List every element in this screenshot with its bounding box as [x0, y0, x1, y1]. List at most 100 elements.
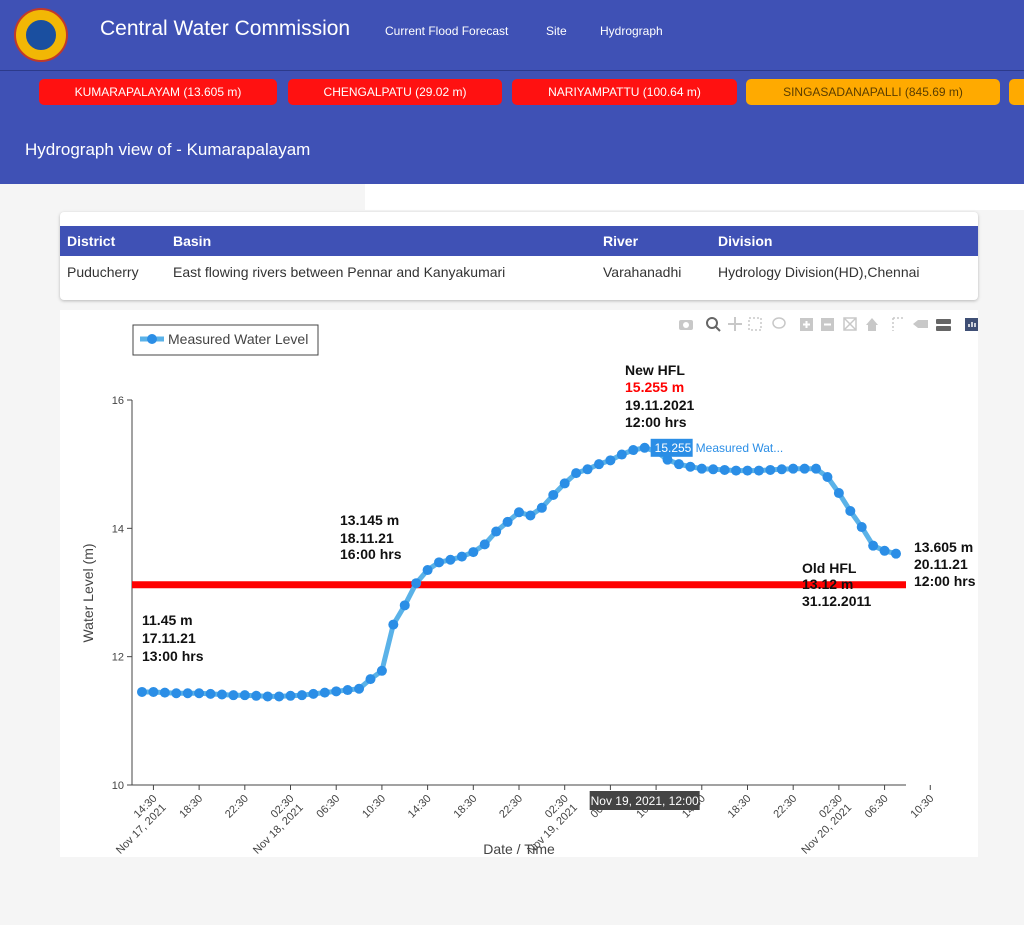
data-point [434, 557, 445, 568]
legend-marker-swatch [147, 334, 157, 344]
camera-icon[interactable] [679, 320, 693, 330]
data-point [891, 548, 901, 559]
legend-series-name: Measured Water Level [168, 331, 308, 347]
x-tick-time: 10:30 [360, 793, 388, 821]
data-point [731, 465, 742, 476]
lasso-icon[interactable] [772, 317, 786, 329]
page-header: Hydrograph view of - Kumarapalayam [0, 112, 1024, 184]
svg-text:Nov 19, 2021, 12:00: Nov 19, 2021, 12:00 [591, 794, 699, 808]
annotation-end: 13.605 m 20.11.21 12:00 hrs [914, 539, 976, 589]
annotation-start: 11.45 m 17.11.21 13:00 hrs [142, 612, 204, 664]
data-point [239, 690, 250, 701]
annotation-old-hfl: Old HFL 13.12 m 31.12.2011 [802, 560, 872, 609]
hover-closest-icon[interactable] [913, 320, 928, 328]
data-point [456, 551, 467, 562]
chart-modebar [679, 317, 978, 332]
autoscale-icon[interactable] [843, 317, 857, 331]
data-point [308, 688, 319, 699]
data-point [205, 688, 216, 699]
x-tick-label: 22:30 [771, 793, 799, 821]
svg-text:31.12.2011: 31.12.2011 [802, 593, 872, 609]
spike-lines-icon[interactable] [892, 317, 904, 331]
data-point [662, 454, 673, 465]
station-chip-kumarapalayam[interactable]: KUMARAPALAYAM (13.605 m) [39, 79, 277, 105]
data-point [628, 445, 639, 456]
data-point [833, 488, 844, 499]
x-tick-time: 22:30 [497, 793, 525, 821]
cell-basin: East flowing rivers between Pennar and K… [173, 264, 506, 280]
y-tick-label: 14 [112, 523, 124, 535]
svg-text:15.255: 15.255 [655, 441, 692, 455]
data-point [262, 691, 273, 702]
pan-icon[interactable] [728, 317, 742, 331]
svg-text:15.255 m: 15.255 m [625, 379, 684, 395]
data-point [673, 459, 684, 470]
data-point [376, 665, 387, 676]
series-markers[interactable] [137, 442, 901, 702]
x-tick-label: 22:30 [497, 793, 525, 821]
cell-river: Varahanadhi [603, 264, 682, 280]
zoom-icon[interactable] [706, 317, 721, 332]
y-tick-label: 10 [112, 780, 124, 792]
data-point [422, 565, 433, 576]
chart-legend[interactable]: Measured Water Level [132, 324, 319, 356]
data-point [616, 449, 627, 460]
data-point [342, 685, 353, 696]
data-point [525, 510, 536, 521]
x-tick-label: 06:30 [314, 793, 342, 821]
x-tick-time: 06:30 [863, 793, 891, 821]
data-point [445, 554, 456, 565]
data-point [251, 690, 262, 701]
nav-current-flood-forecast[interactable]: Current Flood Forecast [385, 24, 509, 38]
header-division: Division [718, 233, 773, 249]
data-point [468, 547, 479, 558]
data-point [765, 464, 776, 475]
cwc-logo[interactable] [14, 8, 68, 62]
zoom-in-icon[interactable] [800, 318, 813, 331]
data-point [548, 489, 559, 500]
hydrograph-card: Measured Water Level 10 12 14 16 14:30 Nov 1… [60, 310, 978, 857]
data-point [879, 545, 890, 556]
series-line-measured-water-level [142, 445, 897, 699]
data-point [171, 688, 182, 699]
x-tick-label: 18:30 [726, 793, 754, 821]
cell-division: Hydrology Division(HD),Chennai [718, 264, 920, 280]
data-point [274, 691, 285, 702]
data-point [491, 526, 502, 537]
data-point [228, 690, 239, 701]
annotation-new-hfl: New HFL 15.255 m 19.11.2021 12:00 hrs [625, 362, 695, 430]
svg-text:Measured Wat...: Measured Wat... [696, 441, 784, 455]
nav-hydrograph[interactable]: Hydrograph [600, 24, 663, 38]
svg-text:17.11.21: 17.11.21 [142, 630, 196, 646]
reset-axes-icon[interactable] [866, 318, 878, 331]
station-chip-chengalpatu[interactable]: CHENGALPATU (29.02 m) [288, 79, 502, 105]
svg-text:11.45 m: 11.45 m [142, 612, 193, 628]
x-tick-time: 10:30 [908, 793, 936, 821]
data-point [685, 461, 696, 472]
hover-compare-icon[interactable] [936, 319, 951, 331]
x-tick-label: 14:30 [406, 793, 434, 821]
svg-text:13:00 hrs: 13:00 hrs [142, 648, 204, 664]
nav-site[interactable]: Site [546, 24, 567, 38]
station-chip-singasadanapalli[interactable]: SINGASADANAPALLI (845.69 m) [746, 79, 1000, 105]
plotly-logo-icon[interactable] [965, 318, 978, 331]
station-chip-next[interactable] [1009, 79, 1024, 105]
station-chip-nariyampattu[interactable]: NARIYAMPATTU (100.64 m) [512, 79, 737, 105]
info-table-header: District Basin River Division [60, 226, 978, 256]
data-point [742, 465, 753, 476]
data-point [856, 522, 867, 533]
data-point [593, 459, 604, 470]
zoom-out-icon[interactable] [821, 318, 834, 331]
y-axis-title: Water Level (m) [80, 543, 96, 642]
cell-district: Puducherry [67, 264, 139, 280]
box-select-icon[interactable] [748, 317, 762, 331]
chart-annotations: 11.45 m 17.11.21 13:00 hrs 13.145 m 18.1… [142, 362, 976, 664]
data-point [639, 442, 650, 453]
svg-text:New HFL: New HFL [625, 362, 685, 378]
data-point [776, 464, 787, 475]
x-tick-label: 18:30 [451, 793, 479, 821]
header-river: River [603, 233, 639, 249]
